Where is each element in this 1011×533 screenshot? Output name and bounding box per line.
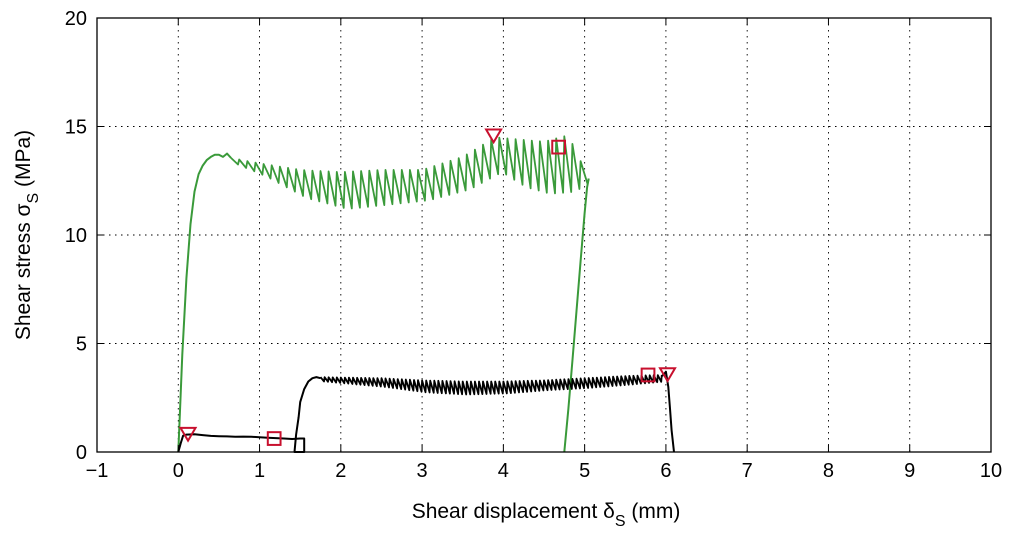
y-tick-label: 10	[65, 225, 87, 247]
series-0-oscillation	[230, 135, 590, 210]
x-tick-label: 2	[335, 460, 346, 482]
event-markers	[178, 128, 677, 446]
x-tick-label: 0	[173, 460, 184, 482]
y-axis-label: Shear stress σS (MPa)	[12, 130, 42, 340]
series-lines	[177, 135, 675, 453]
y-tick-label: 20	[65, 8, 87, 30]
square-marker	[266, 431, 282, 446]
series-0-segment-1	[563, 178, 590, 453]
series-1-oscillation	[319, 374, 663, 396]
y-axis-label-subscript: S	[25, 193, 42, 204]
x-tick-label: 9	[904, 460, 915, 482]
x-tick-label: 1	[254, 460, 265, 482]
series-1-segment-0	[177, 376, 321, 453]
x-tick-label: 4	[498, 460, 509, 482]
x-axis-label-subscript: S	[615, 513, 626, 530]
triangle-marker	[658, 367, 677, 383]
x-axis-label-unit: (mm)	[626, 500, 681, 523]
series-0-segment-0	[177, 152, 232, 453]
triangle-marker	[178, 426, 198, 443]
square-marker	[551, 139, 567, 155]
x-axis-label: Shear displacement δS (mm)	[412, 500, 681, 530]
y-tick-label: 5	[76, 334, 87, 356]
y-tick-label: 15	[65, 117, 87, 139]
x-tick-label: 5	[579, 460, 590, 482]
x-tick-label: 10	[980, 460, 1002, 482]
series-0	[177, 135, 590, 453]
x-tick-label: −1	[86, 460, 109, 482]
grid-lines	[97, 18, 991, 452]
x-tick-label: 8	[823, 460, 834, 482]
x-tick-label: 3	[417, 460, 428, 482]
y-axis-label-text: Shear stress σ	[12, 203, 35, 340]
x-tick-label: 7	[742, 460, 753, 482]
y-tick-label: 0	[76, 442, 87, 464]
x-axis-label-text: Shear displacement δ	[412, 500, 615, 523]
triangle-marker	[484, 128, 503, 145]
y-axis-label-unit: (MPa)	[12, 130, 35, 193]
square-marker	[640, 367, 656, 383]
x-tick-label: 6	[660, 460, 671, 482]
